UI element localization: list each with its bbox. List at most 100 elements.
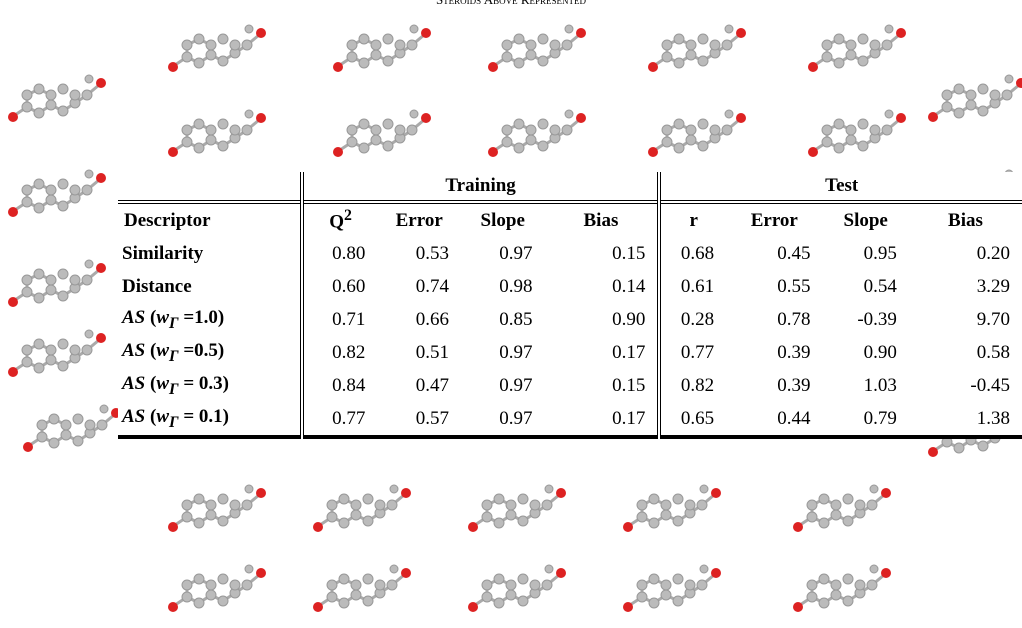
cell-value: 0.57 xyxy=(415,407,449,429)
cell-value: 0.95 xyxy=(863,242,897,264)
cell-value: 0.85 xyxy=(499,308,533,330)
cell-value: 0.74 xyxy=(415,275,449,297)
group-header: Test xyxy=(657,172,1022,202)
cell-value: 0.77 xyxy=(657,336,727,369)
cell-value: 0.39 xyxy=(777,374,811,396)
molecule xyxy=(166,108,268,159)
cell-value: 0.82 xyxy=(657,369,727,402)
cell-value: 0.77 xyxy=(299,402,378,437)
molecule xyxy=(6,73,108,124)
label-part: w xyxy=(156,372,170,394)
cell-value: 9.70 xyxy=(976,308,1010,330)
data-row: Similarity 0.80 0.53 0.97 0.15 0.68 0.45 0.95 0.… xyxy=(118,237,1022,270)
molecule xyxy=(806,23,908,74)
group-row: Training Test xyxy=(118,172,1022,202)
cell-value: 0.97 xyxy=(499,341,533,363)
cell-value: 0.66 xyxy=(415,308,449,330)
cell-value: 0.14 xyxy=(612,275,646,297)
molecule xyxy=(21,403,123,454)
molecule xyxy=(621,563,723,614)
row-label: Similarity xyxy=(122,242,204,264)
cell-value: 0.98 xyxy=(499,275,533,297)
label-part: Γ xyxy=(169,314,179,332)
label-part: ( xyxy=(145,339,157,361)
column-header: Descriptor xyxy=(124,209,211,231)
molecule xyxy=(791,563,893,614)
label-part: AS xyxy=(122,306,146,328)
column-header: Slope xyxy=(843,209,888,231)
header-superscript: 2 xyxy=(344,207,352,225)
label-part: Γ xyxy=(169,380,179,398)
cell-value: 0.78 xyxy=(777,308,811,330)
molecule xyxy=(926,73,1022,124)
cell-value: 0.60 xyxy=(299,270,378,303)
group-spacer xyxy=(118,172,302,202)
molecule xyxy=(6,328,108,379)
cell-value: 0.97 xyxy=(499,242,533,264)
column-header: Error xyxy=(395,209,443,231)
cell-value: 0.45 xyxy=(777,242,811,264)
label-part: = 0.1) xyxy=(178,405,229,427)
column-header: Error xyxy=(750,209,798,231)
molecule xyxy=(486,108,588,159)
label-part: ( xyxy=(145,306,157,328)
label-part: ( xyxy=(145,405,157,427)
cell-value: 0.15 xyxy=(612,374,646,396)
data-row: Distance 0.60 0.74 0.98 0.14 0.61 0.55 0.54 3.29 xyxy=(118,270,1022,303)
data-row: AS (wΓ =0.5) 0.82 0.51 0.97 0.17 0.77 0.39 0.90… xyxy=(118,336,1022,369)
molecule xyxy=(311,483,413,534)
label-part: w xyxy=(156,405,170,427)
label-part: =1.0) xyxy=(178,306,225,328)
cell-value: 0.53 xyxy=(415,242,449,264)
cell-value: 0.55 xyxy=(777,275,811,297)
label-part: = 0.3) xyxy=(178,372,229,394)
row-label: AS (wΓ =1.0) xyxy=(118,303,302,336)
molecule xyxy=(331,108,433,159)
cell-value: 0.39 xyxy=(777,341,811,363)
cell-value: 0.84 xyxy=(299,369,378,402)
column-header: Bias xyxy=(583,209,619,231)
cell-value: 0.80 xyxy=(299,237,378,270)
cell-value: 1.38 xyxy=(976,407,1010,429)
cell-value: 0.20 xyxy=(976,242,1010,264)
cell-value: 0.44 xyxy=(777,407,811,429)
cell-value: 0.79 xyxy=(863,407,897,429)
column-header: Slope xyxy=(480,209,525,231)
cell-value: 0.97 xyxy=(499,407,533,429)
row-label: AS (wΓ =0.5) xyxy=(118,336,302,369)
cell-value: 0.71 xyxy=(299,303,378,336)
cell-value: 0.82 xyxy=(299,336,378,369)
label-part: AS xyxy=(122,405,146,427)
molecule xyxy=(646,23,748,74)
row-label: AS (wΓ = 0.3) xyxy=(118,369,302,402)
cell-value: 0.97 xyxy=(499,374,533,396)
cell-value: 0.15 xyxy=(612,242,646,264)
label-part: w xyxy=(156,306,170,328)
molecule xyxy=(166,563,268,614)
label-part: AS xyxy=(122,372,146,394)
label-part: Γ xyxy=(169,347,179,365)
cell-value: 0.17 xyxy=(612,341,646,363)
group-header: Training xyxy=(299,172,660,202)
data-row: AS (wΓ = 0.1) 0.77 0.57 0.97 0.17 0.65 0.44 0.7… xyxy=(118,402,1022,437)
molecule xyxy=(166,23,268,74)
label-part: =0.5) xyxy=(178,339,225,361)
label-part: Γ xyxy=(169,413,179,431)
molecule xyxy=(791,483,893,534)
cell-value: 0.28 xyxy=(657,303,727,336)
molecule xyxy=(486,23,588,74)
results-table: Training Test Descriptor Q2 Error Slope Bias r E… xyxy=(118,172,1022,439)
cell-value: 0.58 xyxy=(976,341,1010,363)
cell-value: 0.61 xyxy=(657,270,727,303)
molecule xyxy=(466,563,568,614)
cell-value: -0.39 xyxy=(857,308,897,330)
cell-value: 0.65 xyxy=(657,402,727,437)
cell-value: 0.90 xyxy=(863,341,897,363)
molecule xyxy=(646,108,748,159)
label-part: w xyxy=(156,339,170,361)
cell-value: 0.90 xyxy=(612,308,646,330)
molecule xyxy=(806,108,908,159)
row-label: Distance xyxy=(122,275,192,297)
molecule xyxy=(466,483,568,534)
cell-value: 0.54 xyxy=(863,275,897,297)
